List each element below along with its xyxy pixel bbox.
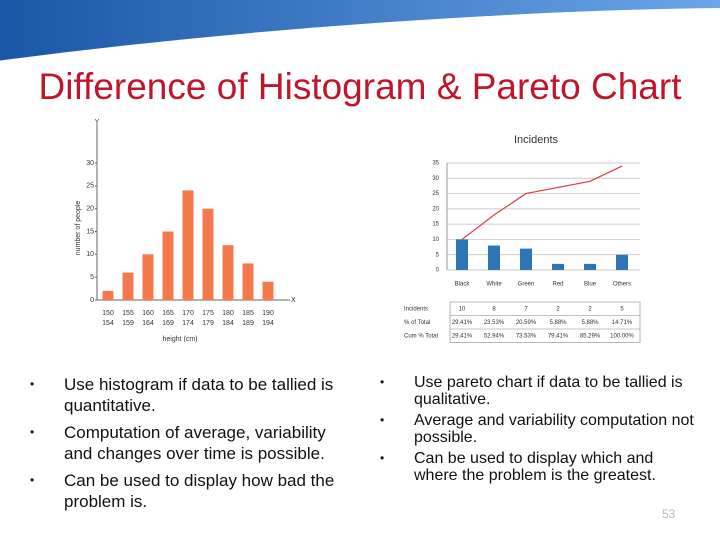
table-cell: 2 xyxy=(556,306,560,312)
cumulative-line xyxy=(461,165,623,240)
x-tick-label: 164 xyxy=(142,320,154,327)
table-cell: 100.00% xyxy=(610,333,634,339)
x-tick-label: 194 xyxy=(262,320,274,327)
x-tick-label: 169 xyxy=(162,320,174,327)
x-tick-label: 189 xyxy=(242,320,254,327)
y-tick-label: 15 xyxy=(86,228,94,235)
table-cell: 20.59% xyxy=(516,320,537,326)
y-axis-letter: Y xyxy=(95,119,100,126)
x-tick-label: 159 xyxy=(122,320,134,327)
y-tick-label: 25 xyxy=(86,183,94,190)
y-tick-label: 5 xyxy=(90,274,94,281)
table-cell: 10 xyxy=(459,306,466,312)
table-cell: 2 xyxy=(588,306,592,312)
x-tick-label: 154 xyxy=(102,320,114,327)
table-cell: 14.71% xyxy=(612,320,633,326)
bullet: Use pareto chart if data to be tallied i… xyxy=(380,374,700,408)
x-tick-label: Red xyxy=(552,282,563,288)
bar xyxy=(202,208,214,300)
table-border xyxy=(449,301,641,343)
table-cell: 52.94% xyxy=(484,333,505,339)
x-tick-label: 174 xyxy=(182,320,194,327)
chart-title: Incidents xyxy=(514,134,559,146)
y-tick-label: 20 xyxy=(432,206,439,212)
y-tick-label: 25 xyxy=(432,191,439,197)
bar xyxy=(162,231,174,300)
x-tick-label: 184 xyxy=(222,320,234,327)
y-tick-label: 20 xyxy=(86,206,94,213)
bullet: Use histogram if data to be tallied is q… xyxy=(30,374,350,416)
table-cell: 85.29% xyxy=(580,333,601,339)
x-tick-label: 155 xyxy=(122,310,134,317)
bullet: Computation of average, variability and … xyxy=(30,422,350,464)
x-tick-label: 190 xyxy=(262,310,274,317)
x-tick-label: Others xyxy=(613,282,631,288)
table-row-label: % of Total xyxy=(404,320,430,326)
y-tick-label: 0 xyxy=(436,268,440,274)
y-tick-label: 10 xyxy=(86,251,94,258)
table-cell: 7 xyxy=(524,306,528,312)
table-cell: 5 xyxy=(620,306,624,312)
bar xyxy=(142,254,154,300)
table-cell: 5.88% xyxy=(549,320,567,326)
x-axis-letter: X xyxy=(291,297,296,304)
page-number: 53 xyxy=(662,507,676,521)
left-bullets: Use histogram if data to be tallied is q… xyxy=(30,374,350,518)
table-cell: 23.53% xyxy=(484,320,505,326)
table-cell: 5.88% xyxy=(581,320,599,326)
x-axis-label: height (cm) xyxy=(162,336,197,343)
x-tick-label: Blue xyxy=(584,282,597,288)
x-tick-label: 179 xyxy=(202,320,214,327)
table-cell: 79.41% xyxy=(548,333,569,339)
y-tick-label: 35 xyxy=(432,161,439,167)
bar xyxy=(552,263,564,270)
bar xyxy=(102,290,114,300)
y-tick-label: 30 xyxy=(432,176,439,182)
y-tick-label: 0 xyxy=(90,297,94,304)
header-swoosh xyxy=(0,0,720,62)
y-axis-label: number of people xyxy=(75,201,82,256)
bar xyxy=(182,190,194,300)
x-tick-label: White xyxy=(486,282,502,288)
table-row-label: Incidents xyxy=(404,306,428,312)
table-cell: 29.41% xyxy=(452,320,473,326)
bullet: Average and variability computation not … xyxy=(380,412,700,446)
x-tick-label: 185 xyxy=(242,310,254,317)
x-tick-label: Green xyxy=(518,282,535,288)
bar xyxy=(584,263,596,270)
bar xyxy=(262,281,274,300)
bar xyxy=(456,239,468,270)
bullet: Can be used to display how bad the probl… xyxy=(30,470,350,512)
x-tick-label: 175 xyxy=(202,310,214,317)
right-bullets: Use pareto chart if data to be tallied i… xyxy=(380,374,700,488)
bar xyxy=(242,263,254,300)
y-tick-label: 30 xyxy=(86,160,94,167)
bar xyxy=(222,245,234,300)
x-tick-label: 180 xyxy=(222,310,234,317)
x-tick-label: 165 xyxy=(162,310,174,317)
x-tick-label: Black xyxy=(455,282,471,288)
table-cell: 73.53% xyxy=(516,333,537,339)
x-tick-label: 160 xyxy=(142,310,154,317)
header-line xyxy=(0,8,720,64)
bar xyxy=(616,254,628,270)
x-tick-label: 170 xyxy=(182,310,194,317)
slide-title: Difference of Histogram & Pareto Chart xyxy=(38,66,682,107)
x-tick-label: 150 xyxy=(102,310,114,317)
y-tick-label: 5 xyxy=(436,252,440,258)
y-tick-label: 15 xyxy=(432,222,439,228)
bar xyxy=(520,248,532,270)
table-cell: 8 xyxy=(492,306,496,312)
bar xyxy=(488,245,500,270)
table-row-label: Cum % Total xyxy=(404,333,438,339)
y-tick-label: 10 xyxy=(432,237,439,243)
table-cell: 29.41% xyxy=(452,333,473,339)
bar xyxy=(122,272,134,300)
bullet: Can be used to display which and where t… xyxy=(380,450,700,484)
